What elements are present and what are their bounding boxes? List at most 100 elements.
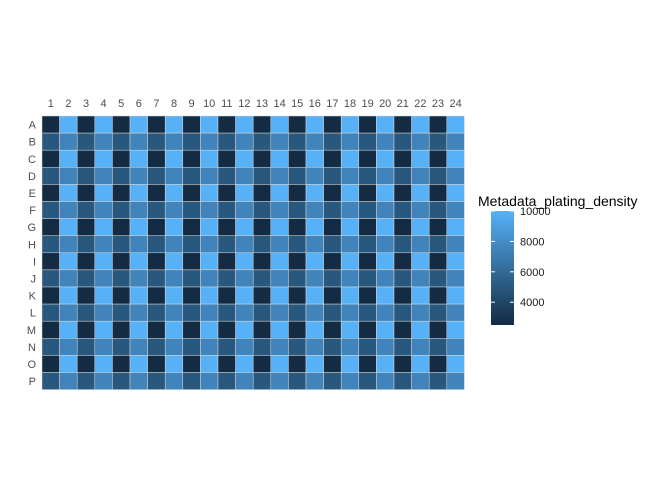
well-B20 — [376, 132, 395, 151]
well-F15 — [288, 201, 307, 219]
well-M15 — [288, 320, 307, 339]
well-M21 — [393, 320, 412, 339]
well-A11 — [217, 115, 236, 134]
well-L7 — [147, 303, 166, 322]
well-L14 — [270, 303, 289, 322]
well-M22 — [411, 320, 430, 339]
well-H9 — [182, 235, 201, 254]
well-O2 — [59, 355, 78, 373]
well-J23 — [428, 269, 448, 288]
well-K14 — [270, 286, 289, 305]
well-J2 — [59, 269, 78, 288]
column-label-5: 5 — [118, 98, 124, 110]
legend-tick-label-6000: 6000 — [520, 267, 544, 279]
well-E22 — [411, 184, 430, 202]
well-G3 — [76, 218, 96, 236]
well-D24 — [446, 167, 465, 185]
well-N14 — [270, 338, 289, 356]
well-I22 — [411, 252, 430, 271]
column-label-24: 24 — [449, 98, 461, 110]
well-J11 — [217, 269, 236, 288]
well-B11 — [217, 132, 236, 151]
well-E21 — [393, 184, 412, 202]
well-G5 — [112, 218, 131, 236]
well-N19 — [358, 338, 377, 356]
well-F16 — [305, 201, 324, 219]
well-E3 — [76, 184, 96, 202]
well-H8 — [164, 235, 184, 254]
well-B3 — [76, 132, 96, 151]
well-E4 — [94, 184, 113, 202]
well-I19 — [358, 252, 377, 271]
legend-tick-label-10000: 10000 — [520, 206, 551, 218]
well-O13 — [252, 355, 272, 373]
well-L10 — [200, 303, 219, 322]
well-O16 — [305, 355, 324, 373]
well-D19 — [358, 167, 377, 185]
well-E14 — [270, 184, 289, 202]
well-L19 — [358, 303, 377, 322]
well-D17 — [323, 167, 342, 185]
well-B22 — [411, 132, 430, 151]
well-H10 — [200, 235, 219, 254]
legend-title: Metadata_plating_density — [478, 193, 638, 209]
well-A15 — [288, 115, 307, 134]
well-F3 — [76, 201, 96, 219]
well-B7 — [147, 132, 166, 151]
well-G21 — [393, 218, 412, 236]
well-H23 — [428, 235, 448, 254]
well-C5 — [112, 149, 131, 168]
well-L15 — [288, 303, 307, 322]
well-K11 — [217, 286, 236, 305]
well-L23 — [428, 303, 448, 322]
well-O11 — [217, 355, 236, 373]
well-K8 — [164, 286, 184, 305]
well-B23 — [428, 132, 448, 151]
well-F8 — [164, 201, 184, 219]
well-I23 — [428, 252, 448, 271]
well-O10 — [200, 355, 219, 373]
well-C13 — [252, 149, 272, 168]
well-L2 — [59, 303, 78, 322]
row-label-J: J — [31, 273, 37, 285]
row-label-H: H — [28, 239, 36, 251]
well-L21 — [393, 303, 412, 322]
well-A22 — [411, 115, 430, 134]
well-H16 — [305, 235, 324, 254]
well-O21 — [393, 355, 412, 373]
well-B19 — [358, 132, 377, 151]
well-P11 — [217, 372, 236, 390]
well-C12 — [235, 149, 254, 168]
well-L12 — [235, 303, 254, 322]
column-label-14: 14 — [273, 98, 285, 110]
well-C22 — [411, 149, 430, 168]
well-K5 — [112, 286, 131, 305]
well-O15 — [288, 355, 307, 373]
well-H18 — [340, 235, 360, 254]
well-A8 — [164, 115, 184, 134]
well-A5 — [112, 115, 131, 134]
well-D6 — [129, 167, 148, 185]
well-B1 — [41, 132, 60, 151]
well-F10 — [200, 201, 219, 219]
well-H14 — [270, 235, 289, 254]
well-J19 — [358, 269, 377, 288]
well-P20 — [376, 372, 395, 390]
well-D23 — [428, 167, 448, 185]
well-K24 — [446, 286, 465, 305]
well-A17 — [323, 115, 342, 134]
well-E18 — [340, 184, 360, 202]
well-H4 — [94, 235, 113, 254]
well-I10 — [200, 252, 219, 271]
well-G1 — [41, 218, 60, 236]
well-F19 — [358, 201, 377, 219]
well-F7 — [147, 201, 166, 219]
well-B12 — [235, 132, 254, 151]
well-A7 — [147, 115, 166, 134]
well-N24 — [446, 338, 465, 356]
well-L1 — [41, 303, 60, 322]
well-I3 — [76, 252, 96, 271]
well-P9 — [182, 372, 201, 390]
well-L9 — [182, 303, 201, 322]
